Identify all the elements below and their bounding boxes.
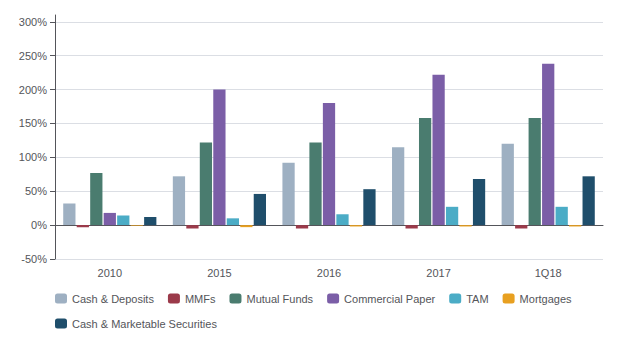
svg-text:0%: 0% xyxy=(31,219,47,231)
svg-text:-50%: -50% xyxy=(21,253,47,265)
svg-text:2015: 2015 xyxy=(207,267,231,279)
svg-text:Mutual Funds: Mutual Funds xyxy=(246,293,313,305)
svg-text:100%: 100% xyxy=(19,151,47,163)
svg-text:Cash & Deposits: Cash & Deposits xyxy=(72,293,154,305)
svg-text:300%: 300% xyxy=(19,16,47,28)
svg-text:Commercial Paper: Commercial Paper xyxy=(344,293,435,305)
svg-text:2010: 2010 xyxy=(98,267,122,279)
svg-text:MMFs: MMFs xyxy=(185,293,216,305)
svg-text:50%: 50% xyxy=(25,185,47,197)
svg-text:200%: 200% xyxy=(19,84,47,96)
svg-text:1Q18: 1Q18 xyxy=(535,267,562,279)
svg-text:TAM: TAM xyxy=(466,293,488,305)
svg-text:2017: 2017 xyxy=(426,267,450,279)
svg-text:250%: 250% xyxy=(19,50,47,62)
svg-text:2016: 2016 xyxy=(317,267,341,279)
svg-text:Cash & Marketable Securities: Cash & Marketable Securities xyxy=(72,318,217,330)
svg-text:150%: 150% xyxy=(19,117,47,129)
svg-text:Mortgages: Mortgages xyxy=(520,293,572,305)
